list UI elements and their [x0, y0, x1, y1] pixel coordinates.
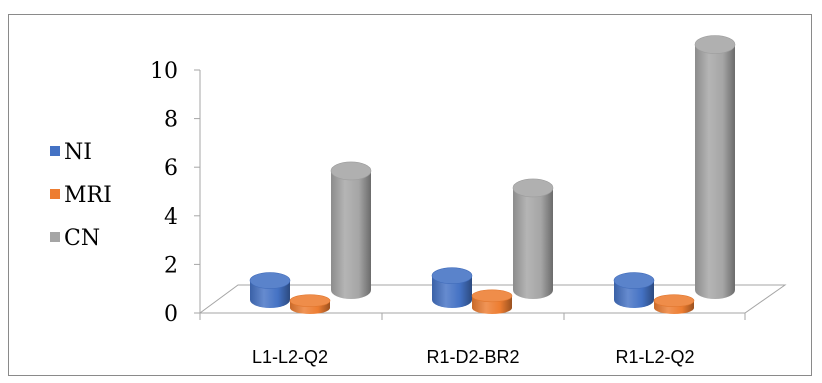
- bar-mri: [471, 289, 513, 314]
- y-tick-label: 10: [150, 59, 178, 84]
- legend-swatch-cn: [50, 232, 60, 242]
- bar-top: [249, 272, 291, 289]
- bar-top: [653, 294, 695, 308]
- chart-frame: [8, 14, 812, 376]
- bar-top: [289, 294, 331, 308]
- bar-ni: [431, 267, 473, 308]
- bar-top: [512, 178, 554, 198]
- bar-top: [613, 272, 655, 289]
- y-tick-label: 0: [164, 302, 178, 327]
- bar-top: [330, 161, 372, 181]
- bar-cn: [330, 161, 372, 299]
- x-category-label: L1-L2-Q2: [252, 347, 328, 367]
- bar-body: [695, 44, 735, 299]
- bar-mri: [289, 294, 331, 314]
- x-category-label: R1-L2-Q2: [615, 347, 694, 367]
- bar-top: [471, 289, 513, 303]
- bar-mri: [653, 294, 695, 314]
- bar-top: [694, 35, 736, 54]
- y-tick-label: 2: [164, 253, 178, 278]
- y-tick-label: 6: [164, 156, 178, 181]
- bar-cn: [512, 178, 554, 299]
- legend-label: NI: [64, 140, 92, 165]
- x-category-label: R1-D2-BR2: [426, 347, 519, 367]
- bar-ni: [249, 272, 291, 308]
- bar-body: [331, 170, 371, 299]
- bar-ni: [613, 272, 655, 308]
- legend-label: CN: [64, 226, 100, 251]
- legend-swatch-mri: [50, 189, 60, 199]
- bar-cn: [694, 35, 736, 299]
- bar-body: [432, 275, 472, 308]
- legend-swatch-ni: [50, 146, 60, 156]
- bar-top: [431, 267, 473, 285]
- y-tick-label: 8: [164, 108, 178, 133]
- legend-label: MRI: [64, 183, 112, 208]
- bar-body: [513, 187, 553, 299]
- y-tick-label: 4: [164, 205, 178, 230]
